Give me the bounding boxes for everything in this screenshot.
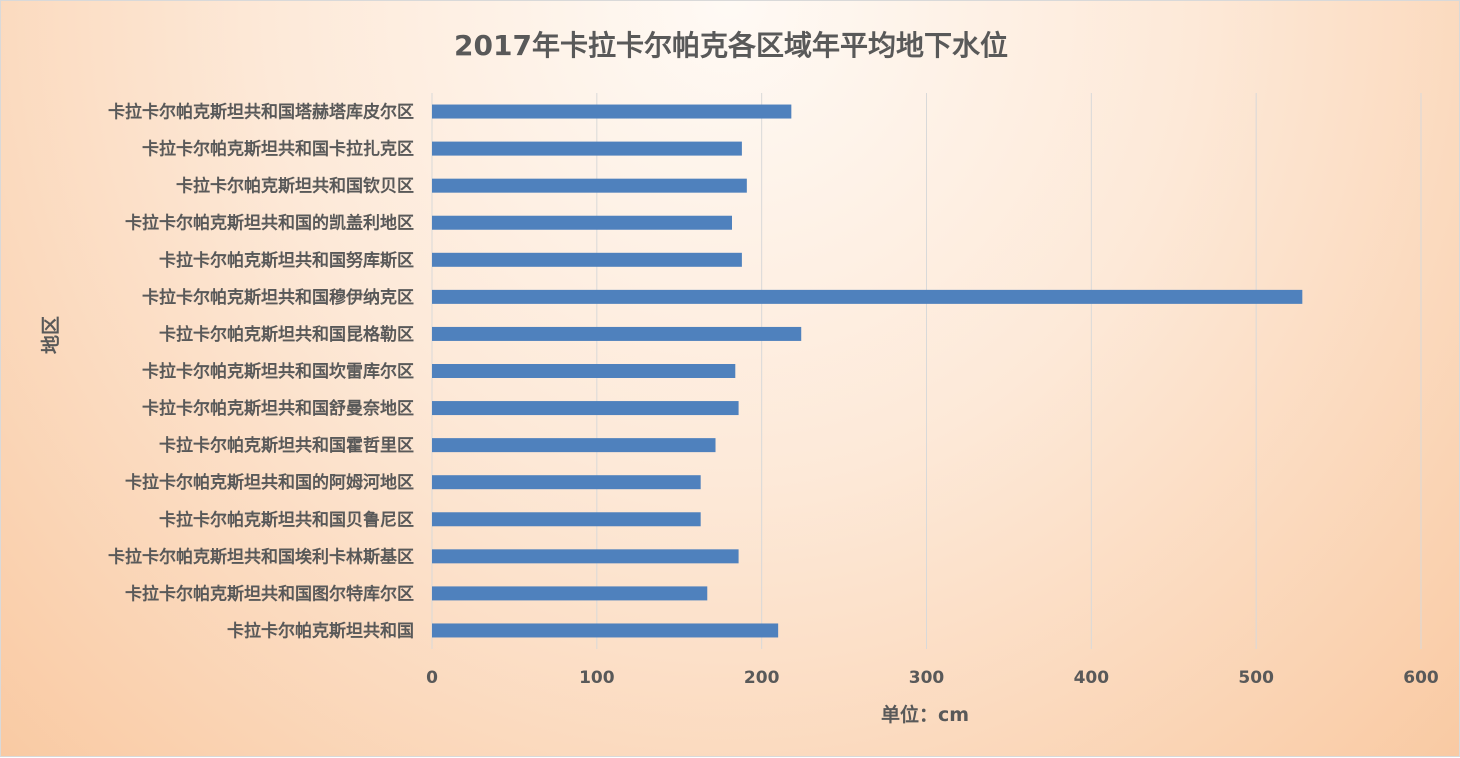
x-tick-label: 0 bbox=[426, 668, 438, 688]
bar bbox=[432, 623, 779, 638]
bar bbox=[432, 178, 747, 193]
x-tick-label: 600 bbox=[1403, 668, 1439, 688]
bar bbox=[432, 512, 701, 527]
category-label: 卡拉卡尔帕克斯坦共和国舒曼奈地区 bbox=[142, 398, 414, 419]
category-label: 卡拉卡尔帕克斯坦共和国塔赫塔库皮尔区 bbox=[108, 102, 414, 123]
x-tick-label: 100 bbox=[579, 668, 615, 688]
category-label: 卡拉卡尔帕克斯坦共和国埃利卡林斯基区 bbox=[108, 546, 414, 567]
bar bbox=[432, 141, 742, 156]
bar bbox=[432, 586, 708, 601]
category-label: 卡拉卡尔帕克斯坦共和国卡拉扎克区 bbox=[142, 139, 414, 160]
category-label: 卡拉卡尔帕克斯坦共和国穆伊纳克区 bbox=[142, 287, 414, 308]
bar bbox=[432, 475, 701, 490]
bar bbox=[432, 326, 802, 341]
bars bbox=[432, 104, 1303, 638]
category-label: 卡拉卡尔帕克斯坦共和国图尔特库尔区 bbox=[125, 583, 414, 604]
category-labels: 卡拉卡尔帕克斯坦共和国塔赫塔库皮尔区卡拉卡尔帕克斯坦共和国卡拉扎克区卡拉卡尔帕克… bbox=[108, 102, 414, 642]
category-label: 卡拉卡尔帕克斯坦共和国的凯盖利地区 bbox=[125, 213, 414, 234]
category-label: 卡拉卡尔帕克斯坦共和国昆格勒区 bbox=[159, 324, 414, 345]
x-tick-label: 400 bbox=[1074, 668, 1110, 688]
category-label: 卡拉卡尔帕克斯坦共和国霍哲里区 bbox=[159, 435, 414, 456]
bar bbox=[432, 549, 739, 564]
bar bbox=[432, 252, 742, 267]
x-axis-title: 单位：cm bbox=[881, 703, 969, 726]
bar bbox=[432, 215, 732, 230]
category-label: 卡拉卡尔帕克斯坦共和国坎雷库尔区 bbox=[142, 361, 414, 382]
chart-title: 2017年卡拉卡尔帕克各区域年平均地下水位 bbox=[454, 29, 1008, 62]
category-label: 卡拉卡尔帕克斯坦共和国努库斯区 bbox=[159, 250, 414, 271]
category-label: 卡拉卡尔帕克斯坦共和国贝鲁尼区 bbox=[159, 509, 414, 530]
bar bbox=[432, 104, 792, 119]
bar bbox=[432, 438, 716, 453]
y-axis-title: 地区 bbox=[39, 316, 62, 354]
x-tick-label: 300 bbox=[909, 668, 945, 688]
bar bbox=[432, 289, 1303, 304]
x-tick-label: 200 bbox=[744, 668, 780, 688]
bar bbox=[432, 364, 736, 378]
bar bbox=[432, 401, 739, 416]
category-label: 卡拉卡尔帕克斯坦共和国 bbox=[227, 620, 414, 641]
x-tick-label: 500 bbox=[1238, 668, 1274, 688]
category-label: 卡拉卡尔帕克斯坦共和国钦贝区 bbox=[176, 176, 414, 197]
x-tick-labels: 0 100 200 300 400 500 600 bbox=[426, 668, 1439, 688]
category-label: 卡拉卡尔帕克斯坦共和国的阿姆河地区 bbox=[125, 472, 414, 493]
